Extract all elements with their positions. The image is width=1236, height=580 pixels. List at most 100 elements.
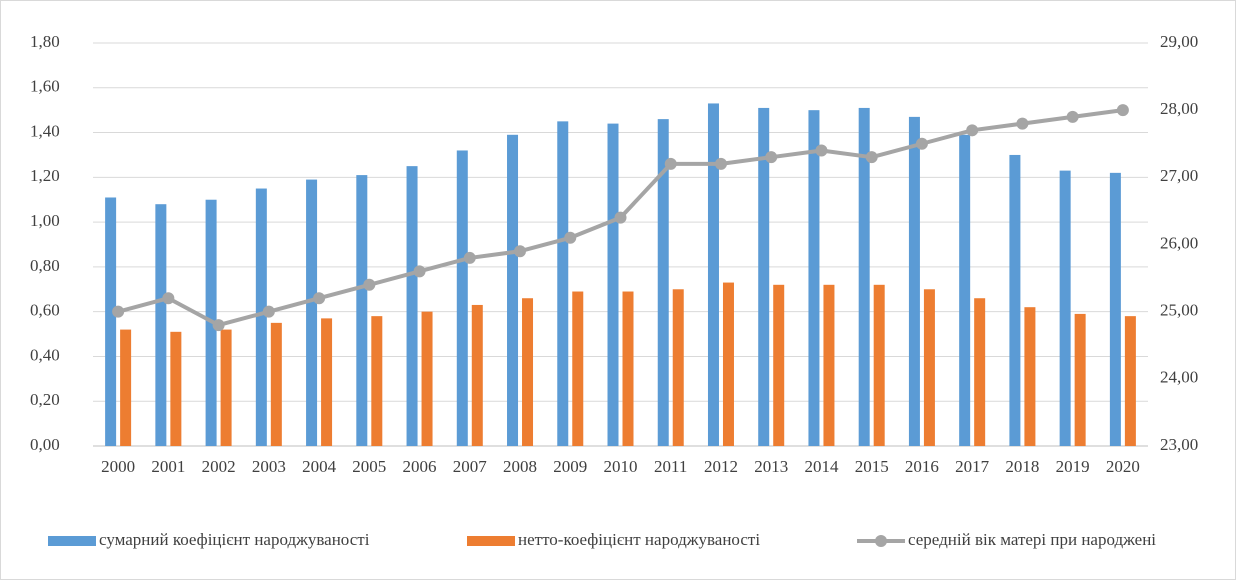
- legend-swatch: [48, 536, 96, 546]
- y2-tick-label: 24,00: [1160, 368, 1198, 387]
- x-tick-label: 2010: [604, 457, 638, 476]
- bar: [1009, 154, 1021, 446]
- bar: [1059, 170, 1071, 446]
- line-marker: [564, 231, 577, 244]
- bar: [155, 204, 167, 446]
- y-tick-label: 1,20: [30, 166, 60, 185]
- bar: [808, 110, 820, 447]
- bar: [707, 103, 719, 446]
- line-marker: [413, 265, 426, 278]
- bar: [220, 329, 232, 446]
- x-tick-label: 2015: [855, 457, 889, 476]
- line-marker: [1066, 110, 1079, 123]
- bar: [270, 322, 282, 446]
- x-tick-label: 2001: [151, 457, 185, 476]
- bar: [170, 331, 182, 446]
- y2-tick-label: 23,00: [1160, 435, 1198, 454]
- bar: [923, 289, 935, 446]
- bar: [321, 318, 333, 446]
- x-tick-label: 2007: [453, 457, 488, 476]
- bar: [722, 282, 734, 446]
- line-marker: [363, 278, 376, 291]
- x-tick-label: 2009: [553, 457, 587, 476]
- bar: [522, 298, 534, 446]
- line-marker: [313, 292, 326, 305]
- bar: [471, 304, 483, 446]
- bar: [873, 284, 885, 446]
- y2-tick-label: 29,00: [1160, 32, 1198, 51]
- y-tick-label: 1,40: [30, 121, 60, 140]
- legend-swatch: [467, 536, 515, 546]
- line-marker: [1116, 104, 1129, 117]
- line-marker: [514, 245, 527, 258]
- bar: [456, 150, 468, 446]
- legend-label: середній вік матері при народжені: [908, 530, 1156, 549]
- legend-marker: [875, 535, 887, 547]
- y2-tick-label: 25,00: [1160, 301, 1198, 320]
- x-tick-label: 2020: [1106, 457, 1140, 476]
- bar: [657, 119, 669, 446]
- bar: [557, 121, 569, 446]
- bar: [959, 134, 971, 447]
- x-tick-label: 2019: [1056, 457, 1090, 476]
- y2-tick-label: 28,00: [1160, 99, 1198, 118]
- bar: [758, 107, 770, 446]
- bar: [974, 298, 986, 446]
- line-marker: [966, 124, 979, 137]
- line-marker: [915, 137, 928, 150]
- bar: [1109, 172, 1121, 446]
- bar: [1074, 313, 1086, 446]
- line-marker: [212, 319, 225, 332]
- bar: [823, 284, 835, 446]
- x-tick-label: 2000: [101, 457, 135, 476]
- bar: [622, 291, 634, 446]
- y-tick-label: 0,60: [30, 301, 60, 320]
- bar: [908, 116, 920, 446]
- x-tick-label: 2012: [704, 457, 738, 476]
- bar: [1024, 307, 1036, 446]
- y-tick-label: 0,00: [30, 435, 60, 454]
- y-tick-label: 1,80: [30, 32, 60, 51]
- legend-label: нетто-коефіцієнт народжуваності: [518, 530, 760, 549]
- bar: [1124, 316, 1136, 446]
- bar: [255, 188, 267, 446]
- y-tick-label: 1,00: [30, 211, 60, 230]
- x-tick-label: 2017: [955, 457, 990, 476]
- y-tick-label: 0,20: [30, 390, 60, 409]
- y-tick-label: 1,60: [30, 77, 60, 96]
- x-tick-label: 2004: [302, 457, 337, 476]
- legend-label: сумарний коефіцієнт народжуваності: [99, 530, 370, 549]
- x-tick-label: 2002: [202, 457, 236, 476]
- line-marker: [865, 151, 878, 164]
- bar: [607, 123, 619, 446]
- bar: [371, 316, 383, 446]
- x-tick-label: 2005: [352, 457, 386, 476]
- bar: [858, 107, 870, 446]
- bar: [306, 179, 318, 447]
- bar: [672, 289, 684, 446]
- bar: [507, 134, 519, 447]
- y-tick-label: 0,80: [30, 256, 60, 275]
- x-tick-label: 2018: [1005, 457, 1039, 476]
- bar: [572, 291, 584, 446]
- line-marker: [614, 211, 627, 224]
- line-marker: [765, 151, 778, 164]
- x-tick-label: 2016: [905, 457, 939, 476]
- bar: [356, 175, 368, 446]
- x-tick-label: 2011: [654, 457, 687, 476]
- x-tick-label: 2006: [403, 457, 437, 476]
- line-marker: [815, 144, 828, 157]
- bar: [421, 311, 433, 446]
- line-marker: [463, 251, 476, 264]
- bar: [773, 284, 785, 446]
- line-marker: [664, 157, 677, 170]
- bar: [105, 197, 117, 446]
- bar: [406, 166, 418, 446]
- line-marker: [262, 305, 275, 318]
- bar: [120, 329, 132, 446]
- x-tick-label: 2003: [252, 457, 286, 476]
- line-marker: [162, 292, 175, 305]
- x-tick-label: 2008: [503, 457, 537, 476]
- line-marker: [1016, 117, 1029, 130]
